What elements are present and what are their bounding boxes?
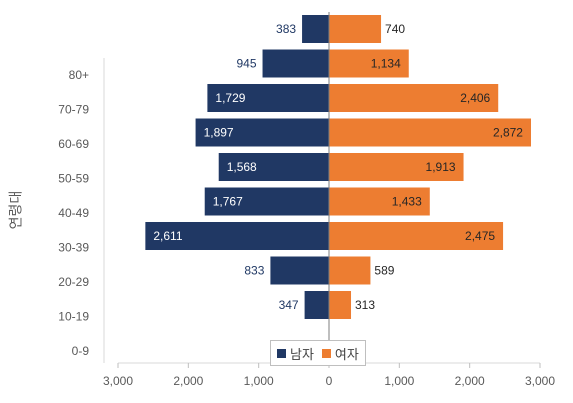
legend-item-female: 여자	[321, 344, 359, 363]
data-label-male: 1,568	[227, 160, 257, 174]
legend-label-female: 여자	[334, 346, 359, 362]
category-label: 20-29	[58, 275, 89, 289]
bar-female	[329, 84, 499, 112]
category-label: 70-79	[58, 103, 89, 117]
data-label-female: 1,134	[371, 57, 401, 71]
bar-female	[329, 49, 409, 78]
bar-female	[329, 15, 382, 43]
x-tick-label: 0	[326, 374, 333, 388]
x-tick-label: 2,000	[173, 374, 203, 388]
data-label-female: 2,872	[493, 126, 523, 140]
data-label-female: 740	[385, 22, 405, 36]
bar-male	[270, 256, 329, 285]
y-axis-title: 연령대	[7, 190, 24, 230]
bar-female	[329, 291, 352, 319]
data-label-female: 313	[355, 298, 375, 312]
category-label: 50-59	[58, 172, 89, 186]
data-label-female: 2,406	[460, 91, 490, 105]
data-label-male: 383	[276, 22, 296, 36]
bar-male	[304, 291, 329, 319]
legend: 남자 여자	[270, 340, 366, 366]
bar-female	[329, 118, 531, 147]
category-label: 60-69	[58, 137, 89, 151]
bar-male	[204, 187, 329, 216]
legend-swatch-female	[321, 348, 331, 358]
bar-male	[195, 118, 329, 147]
data-label-male: 2,611	[153, 229, 182, 243]
x-tick-label: 1,000	[244, 374, 274, 388]
data-label-male: 945	[237, 57, 257, 71]
x-tick-label: 3,000	[525, 374, 555, 388]
data-label-male: 347	[279, 298, 299, 312]
data-label-female: 589	[374, 264, 394, 278]
x-tick-label: 3,000	[103, 374, 133, 388]
category-label: 30-39	[58, 241, 89, 255]
bar-female	[329, 187, 430, 216]
bar-male	[262, 49, 329, 78]
x-tick-label: 2,000	[455, 374, 485, 388]
bar-male	[302, 15, 329, 43]
y-axis-title-text: 연령대	[7, 190, 24, 230]
data-label-male: 833	[244, 264, 264, 278]
bar-male	[207, 84, 329, 112]
x-tick-label: 1,000	[384, 374, 414, 388]
bar-female	[329, 153, 464, 181]
data-label-male: 1,767	[213, 195, 243, 209]
bar-female	[329, 256, 371, 285]
legend-label-male: 남자	[290, 346, 314, 362]
legend-swatch-male	[277, 348, 286, 358]
bar-male	[218, 153, 329, 181]
category-label: 0-9	[72, 344, 90, 358]
category-label: 10-19	[58, 310, 89, 324]
data-label-female: 2,475	[465, 229, 495, 243]
category-label: 40-49	[58, 206, 89, 220]
bar-male	[145, 222, 329, 250]
data-label-female: 1,913	[426, 160, 456, 174]
legend-item-male: 남자	[277, 344, 314, 363]
data-label-female: 1,433	[392, 195, 422, 209]
data-label-male: 1,729	[215, 91, 245, 105]
category-label: 80+	[69, 68, 89, 82]
bar-female	[329, 222, 504, 250]
data-label-male: 1,897	[204, 126, 234, 140]
